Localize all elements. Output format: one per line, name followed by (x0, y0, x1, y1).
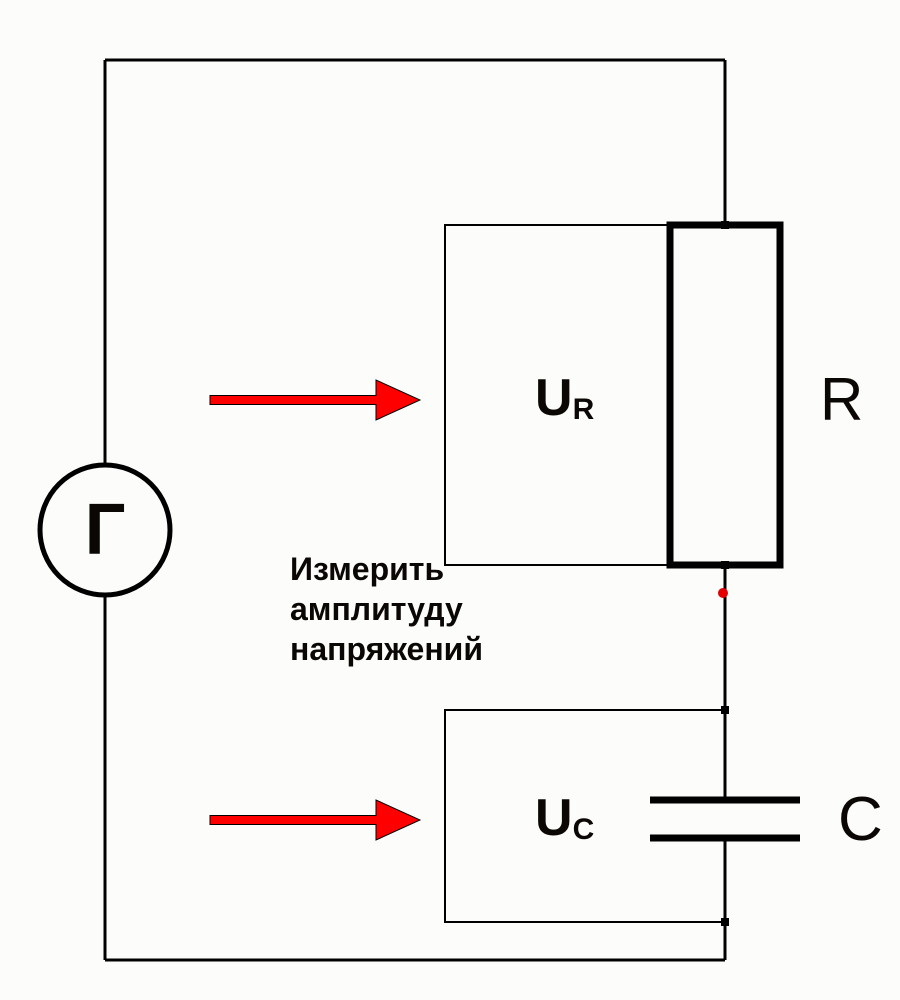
resistor-symbol (670, 225, 780, 565)
node-2 (721, 706, 729, 714)
node-1 (721, 561, 729, 569)
label-uc: UC (535, 789, 594, 847)
arrow-uc (210, 800, 420, 840)
resistor-label: R (820, 366, 863, 433)
generator-label: Г (85, 490, 126, 570)
instruction-line-2: напряжений (290, 631, 483, 667)
node-red (718, 588, 728, 598)
instruction-line-1: амплитуду (290, 591, 463, 627)
node-3 (721, 918, 729, 926)
label-ur: UR (535, 369, 595, 427)
instruction-line-0: Измерить (290, 551, 444, 587)
capacitor-label: C (838, 785, 883, 854)
arrow-ur (210, 380, 420, 420)
node-0 (721, 221, 729, 229)
